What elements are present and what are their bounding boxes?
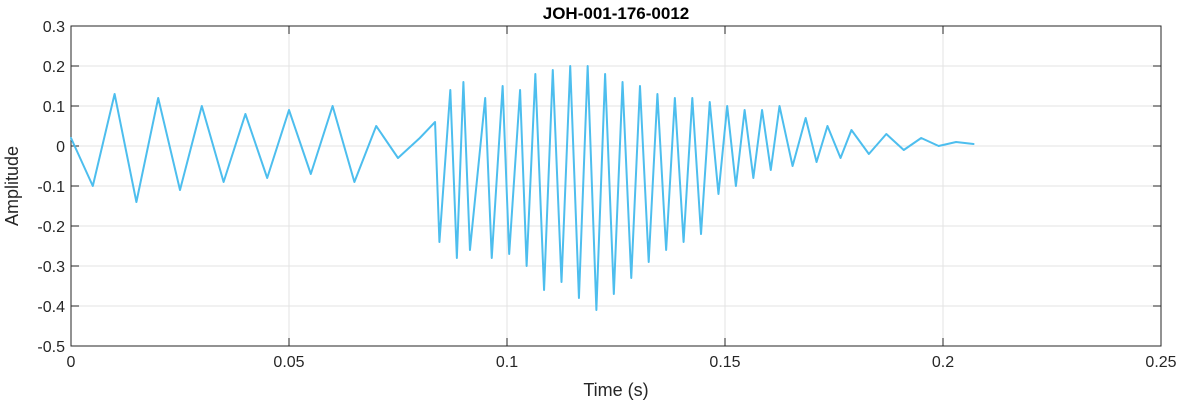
y-tick-label: 0.1 [43, 99, 65, 116]
grid-layer [70, 25, 1162, 347]
series-line [70, 65, 975, 311]
y-tick-label: 0.2 [43, 59, 65, 76]
x-tick-label: 0.15 [709, 354, 740, 371]
chart-title: JOH-001-176-0012 [543, 4, 689, 23]
y-axis-title: Amplitude [2, 146, 22, 226]
x-tick-label: 0.05 [273, 354, 304, 371]
y-tick-label: -0.4 [37, 299, 65, 316]
y-tick-label: -0.3 [37, 259, 65, 276]
x-tick-label: 0.25 [1145, 354, 1176, 371]
y-tick-label: 0.3 [43, 19, 65, 36]
x-tick-label: 0.1 [496, 354, 518, 371]
x-axis-title: Time (s) [583, 380, 648, 400]
y-tick-label: -0.5 [37, 339, 65, 356]
x-tick-label: 0.2 [932, 354, 954, 371]
y-tick-label: -0.1 [37, 179, 65, 196]
y-tick-label: 0 [56, 139, 65, 156]
ticks-layer: 0 0.05 0.1 0.15 0.2 0.25 -0.5 -0.4 -0.3 -0.2 -0.1 0… [37, 19, 1176, 371]
series-layer [70, 65, 975, 311]
x-tick-label: 0 [67, 354, 76, 371]
y-tick-label: -0.2 [37, 219, 65, 236]
